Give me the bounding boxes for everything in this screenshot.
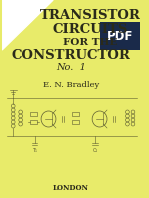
Bar [100,22,140,50]
Bar [30,112,37,116]
Text: CONSTRUCTOR: CONSTRUCTOR [11,49,130,62]
Text: T₁: T₁ [32,148,37,152]
Text: CIRCUITS: CIRCUITS [53,23,128,35]
Text: PDF: PDF [107,30,133,43]
Circle shape [92,111,107,127]
Text: E. N. Bradley: E. N. Bradley [43,81,99,89]
Text: C₂: C₂ [92,148,98,152]
Bar [72,120,79,124]
Text: LONDON: LONDON [53,184,89,192]
Text: TRANSISTOR: TRANSISTOR [40,9,141,22]
Bar [72,112,79,116]
Text: FOR THE: FOR THE [63,37,117,47]
Bar [30,120,37,124]
Circle shape [41,111,56,127]
Text: No.  1: No. 1 [56,63,86,71]
Polygon shape [2,0,53,50]
